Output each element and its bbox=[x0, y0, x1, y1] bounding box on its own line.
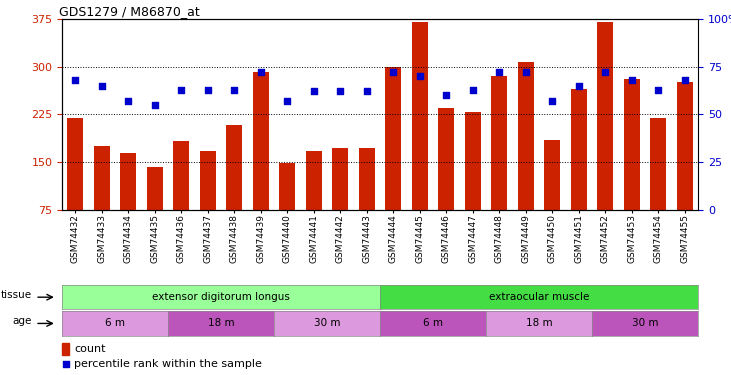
Bar bbox=[94, 146, 110, 210]
Bar bbox=[253, 72, 269, 210]
Point bbox=[626, 77, 637, 83]
Point bbox=[60, 361, 72, 367]
Text: extensor digitorum longus: extensor digitorum longus bbox=[152, 292, 290, 302]
Bar bbox=[412, 22, 428, 210]
Text: tissue: tissue bbox=[1, 290, 32, 300]
Text: count: count bbox=[75, 344, 106, 354]
Point bbox=[387, 69, 399, 75]
Text: 30 m: 30 m bbox=[632, 318, 659, 328]
Point bbox=[149, 102, 161, 108]
Point bbox=[96, 83, 107, 89]
Text: 18 m: 18 m bbox=[208, 318, 235, 328]
Bar bbox=[518, 62, 534, 210]
Bar bbox=[491, 76, 507, 210]
Bar bbox=[359, 148, 375, 210]
Bar bbox=[147, 166, 163, 210]
Bar bbox=[333, 148, 348, 210]
Bar bbox=[624, 80, 640, 210]
Point bbox=[335, 88, 346, 94]
Point bbox=[679, 77, 691, 83]
Point bbox=[573, 83, 585, 89]
Point bbox=[175, 87, 187, 93]
Bar bbox=[62, 343, 69, 355]
Text: age: age bbox=[12, 316, 32, 326]
Bar bbox=[545, 140, 561, 210]
Bar bbox=[385, 67, 401, 210]
Text: percentile rank within the sample: percentile rank within the sample bbox=[75, 359, 262, 369]
Bar bbox=[597, 22, 613, 210]
Bar bbox=[279, 164, 295, 210]
Point bbox=[493, 69, 505, 75]
Bar bbox=[439, 108, 454, 210]
Point bbox=[467, 87, 479, 93]
Text: 6 m: 6 m bbox=[423, 318, 443, 328]
Text: 18 m: 18 m bbox=[526, 318, 553, 328]
Point bbox=[308, 88, 319, 94]
Point bbox=[599, 69, 611, 75]
Bar bbox=[651, 118, 667, 210]
Text: 6 m: 6 m bbox=[105, 318, 125, 328]
Bar bbox=[121, 153, 136, 210]
Bar bbox=[465, 112, 481, 210]
Text: extraocular muscle: extraocular muscle bbox=[489, 292, 589, 302]
Point bbox=[547, 98, 558, 104]
Point bbox=[441, 92, 452, 98]
Text: GDS1279 / M86870_at: GDS1279 / M86870_at bbox=[59, 4, 200, 18]
Bar bbox=[67, 118, 83, 210]
Bar bbox=[571, 89, 587, 210]
Point bbox=[520, 69, 531, 75]
Bar bbox=[200, 151, 216, 210]
Point bbox=[281, 98, 293, 104]
Point bbox=[361, 88, 373, 94]
Point bbox=[69, 77, 81, 83]
Bar bbox=[306, 151, 322, 210]
Point bbox=[653, 87, 664, 93]
Point bbox=[255, 69, 267, 75]
Text: 30 m: 30 m bbox=[314, 318, 341, 328]
Point bbox=[202, 87, 213, 93]
Bar bbox=[173, 141, 189, 210]
Bar bbox=[227, 125, 243, 210]
Point bbox=[123, 98, 135, 104]
Point bbox=[229, 87, 240, 93]
Point bbox=[414, 73, 425, 79]
Bar bbox=[677, 82, 693, 210]
